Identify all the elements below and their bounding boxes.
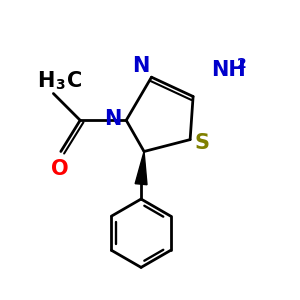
Text: O: O <box>50 159 68 179</box>
Text: S: S <box>195 133 210 153</box>
Text: N: N <box>133 56 150 76</box>
Text: 2: 2 <box>237 57 247 71</box>
Text: NH: NH <box>211 60 246 80</box>
Text: 3: 3 <box>55 78 64 92</box>
Text: N: N <box>104 109 122 129</box>
Text: C: C <box>68 70 82 91</box>
Text: H: H <box>38 70 55 91</box>
Polygon shape <box>135 152 147 185</box>
